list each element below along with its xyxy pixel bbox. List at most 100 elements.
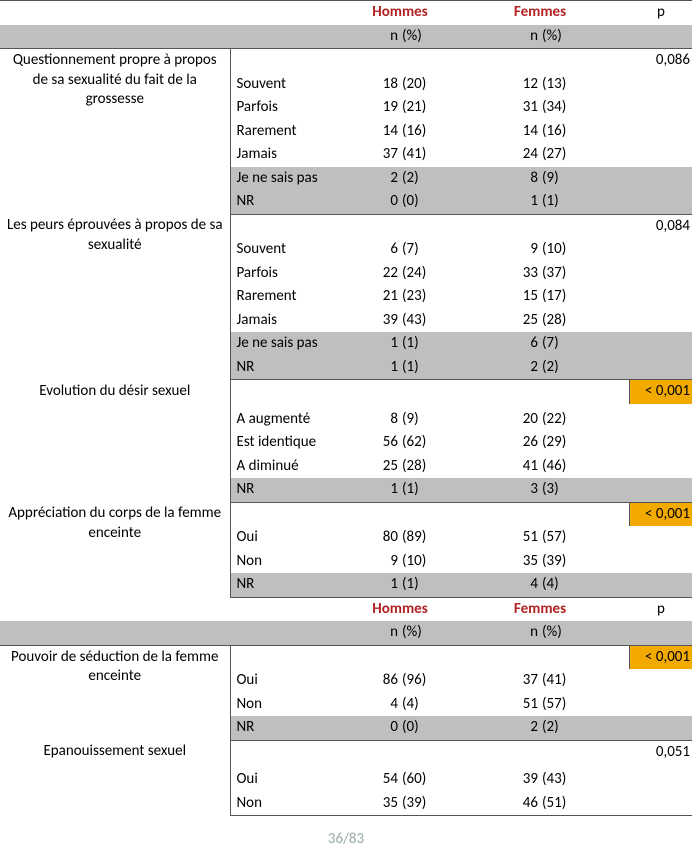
femmes-n: 37	[490, 669, 540, 693]
question-cell: Pouvoir de séduction de la femme enceint…	[0, 645, 230, 740]
femmes-pct: (46)	[540, 455, 590, 479]
category-cell: NR	[230, 478, 350, 502]
hommes-pct: (16)	[400, 120, 450, 144]
blank	[590, 238, 630, 262]
hommes-pct	[400, 645, 450, 669]
blank	[450, 478, 490, 502]
hommes-pct: (7)	[400, 238, 450, 262]
p-value-blank	[630, 693, 692, 717]
blank	[590, 1, 630, 25]
hommes-pct: (20)	[400, 73, 450, 97]
blank	[450, 621, 490, 645]
p-value: 0,051	[630, 740, 692, 764]
hommes-pct: (89)	[400, 526, 450, 550]
hommes-pct-label: (%)	[400, 621, 450, 645]
femmes-n: 1	[490, 190, 540, 214]
category-cell: Oui	[230, 669, 350, 693]
blank	[590, 455, 630, 479]
hommes-pct: (23)	[400, 285, 450, 309]
femmes-pct: (57)	[540, 693, 590, 717]
blank	[450, 526, 490, 550]
femmes-n: 41	[490, 455, 540, 479]
hommes-n: 80	[350, 526, 400, 550]
hommes-n	[350, 645, 400, 669]
blank	[0, 1, 230, 25]
blank	[450, 550, 490, 574]
blank	[590, 408, 630, 432]
question-cell: Questionnement propre à propos de sa sex…	[0, 49, 230, 215]
hommes-n: 21	[350, 285, 400, 309]
femmes-n-label: n	[490, 25, 540, 49]
hommes-n: 54	[350, 768, 400, 792]
table-row: Les peurs éprouvées à propos de sa sexua…	[0, 214, 692, 238]
femmes-pct: (27)	[540, 143, 590, 167]
femmes-pct	[540, 380, 590, 404]
blank	[450, 143, 490, 167]
blank	[590, 285, 630, 309]
category-cell: Rarement	[230, 285, 350, 309]
category-cell	[230, 740, 350, 764]
blank	[450, 502, 490, 526]
hommes-pct: (4)	[400, 693, 450, 717]
hommes-pct: (21)	[400, 96, 450, 120]
blank	[590, 573, 630, 597]
hommes-pct: (24)	[400, 262, 450, 286]
blank	[590, 332, 630, 356]
category-cell	[230, 214, 350, 238]
p-value-blank	[630, 96, 692, 120]
category-cell: Est identique	[230, 431, 350, 455]
femmes-n: 4	[490, 573, 540, 597]
blank	[590, 621, 630, 645]
femmes-pct: (9)	[540, 167, 590, 191]
femmes-pct-label: (%)	[540, 25, 590, 49]
category-cell: Non	[230, 550, 350, 574]
blank	[590, 669, 630, 693]
femmes-pct: (29)	[540, 431, 590, 455]
blank	[590, 597, 630, 621]
femmes-pct: (37)	[540, 262, 590, 286]
category-cell: Non	[230, 693, 350, 717]
blank	[590, 73, 630, 97]
blank	[450, 716, 490, 740]
hommes-pct: (62)	[400, 431, 450, 455]
femmes-n: 26	[490, 431, 540, 455]
col-p: p	[630, 1, 692, 25]
femmes-n-label: n	[490, 621, 540, 645]
hommes-pct: (1)	[400, 478, 450, 502]
p-value-blank	[630, 669, 692, 693]
femmes-pct: (13)	[540, 73, 590, 97]
blank	[590, 645, 630, 669]
femmes-n: 15	[490, 285, 540, 309]
blank	[590, 526, 630, 550]
femmes-n	[490, 49, 540, 73]
blank	[450, 1, 490, 25]
blank	[450, 792, 490, 816]
femmes-pct: (4)	[540, 573, 590, 597]
blank	[450, 455, 490, 479]
question-cell: Evolution du désir sexuel	[0, 380, 230, 503]
hommes-n: 1	[350, 478, 400, 502]
hommes-n: 1	[350, 573, 400, 597]
hommes-pct	[400, 502, 450, 526]
p-value-blank	[630, 190, 692, 214]
femmes-pct: (28)	[540, 309, 590, 333]
blank	[450, 597, 490, 621]
femmes-pct: (41)	[540, 669, 590, 693]
hommes-n: 8	[350, 408, 400, 432]
p-value-blank	[630, 455, 692, 479]
blank	[590, 478, 630, 502]
blank	[590, 262, 630, 286]
category-cell: Souvent	[230, 73, 350, 97]
hommes-pct	[400, 49, 450, 73]
blank	[450, 190, 490, 214]
hommes-n: 14	[350, 120, 400, 144]
category-cell: Je ne sais pas	[230, 332, 350, 356]
category-cell: Oui	[230, 768, 350, 792]
blank	[0, 621, 230, 645]
hommes-n: 25	[350, 455, 400, 479]
category-cell	[230, 502, 350, 526]
blank	[450, 120, 490, 144]
p-value: < 0,001	[630, 645, 692, 669]
femmes-n: 35	[490, 550, 540, 574]
blank	[450, 380, 490, 404]
